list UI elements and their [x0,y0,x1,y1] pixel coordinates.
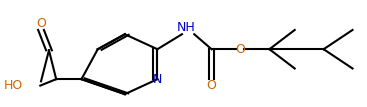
Text: NH: NH [177,21,196,34]
Text: O: O [36,17,46,30]
Text: N: N [153,73,162,86]
Text: O: O [236,43,246,56]
Text: HO: HO [4,79,23,92]
Text: O: O [207,79,217,92]
